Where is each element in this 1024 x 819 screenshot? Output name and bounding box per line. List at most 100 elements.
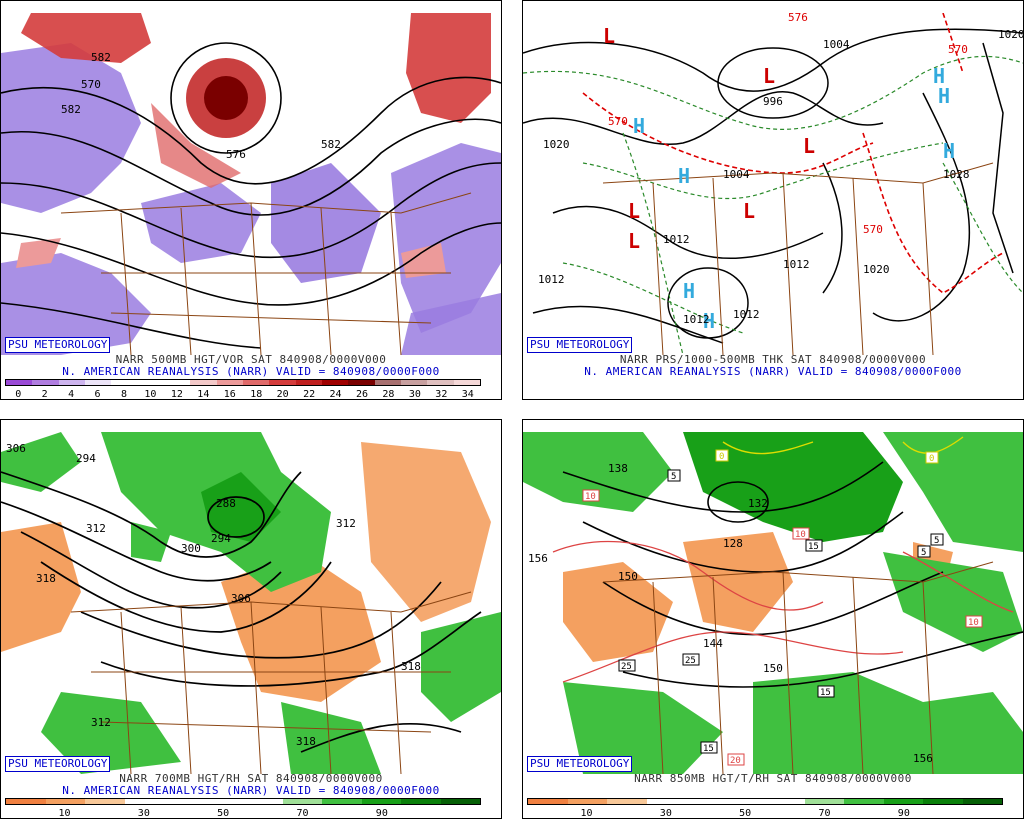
panel-700mb-rh: 306 294 312 318 288 300 294 312 306 318 … xyxy=(0,419,502,819)
contour-label: 156 xyxy=(913,752,933,765)
svg-text:H: H xyxy=(938,84,950,108)
svg-text:L: L xyxy=(743,199,755,223)
colorbar-tick-label: 32 xyxy=(435,389,448,400)
colorbar-swatch xyxy=(361,799,401,804)
colorbar-tick-label: 70 xyxy=(296,808,309,819)
temp-label: 25 xyxy=(685,656,696,666)
isobar-label: 1020 xyxy=(543,138,570,151)
contour-label: 288 xyxy=(216,497,236,510)
colorbar-swatch xyxy=(164,799,204,804)
isobar-label: 1020 xyxy=(998,28,1023,41)
colorbar-tick-label: 90 xyxy=(897,808,910,819)
contour-label: 138 xyxy=(608,462,628,475)
temp-label: 5 xyxy=(671,472,676,482)
colorbar-tick-label: 8 xyxy=(120,389,128,400)
temp-label: 5 xyxy=(921,548,926,558)
contour-label: 312 xyxy=(86,522,106,535)
isobar-label: 1028 xyxy=(943,168,970,181)
contour-label: 156 xyxy=(528,552,548,565)
colorbar-swatch xyxy=(607,799,647,804)
contour-label: 582 xyxy=(321,138,341,151)
colorbar-tick-label: 10 xyxy=(58,808,71,819)
svg-text:H: H xyxy=(683,279,695,303)
colorbar-swatch xyxy=(6,799,46,804)
contour-label: 312 xyxy=(336,517,356,530)
svg-text:H: H xyxy=(633,114,645,138)
colorbar-swatch xyxy=(883,799,923,804)
isobar-label: 1012 xyxy=(733,308,760,321)
colorbar-swatch xyxy=(844,799,884,804)
colorbar-tick-label: 12 xyxy=(170,389,183,400)
colorbar-tick-label: 30 xyxy=(659,808,672,819)
contour-label: 306 xyxy=(6,442,26,455)
thickness-label: 570 xyxy=(948,43,968,56)
colorbar-swatch xyxy=(440,799,480,804)
contour-label: 318 xyxy=(401,660,421,673)
colorbar-swatch xyxy=(203,799,243,804)
temp-label: 15 xyxy=(820,688,831,698)
colorbar-tick-label: 0 xyxy=(15,389,22,400)
svg-text:L: L xyxy=(603,24,615,48)
contour-label: 144 xyxy=(703,637,723,650)
colorbar-tick-label: 90 xyxy=(375,808,388,819)
isobar-label: 996 xyxy=(763,95,783,108)
colorbar-ticks: 10 30 50 70 90 xyxy=(527,808,1003,819)
psu-meteorology-badge: PSU METEOROLOGY xyxy=(5,756,111,772)
colorbar-swatch xyxy=(216,380,243,385)
colorbar-swatch xyxy=(269,380,296,385)
colorbar-swatch xyxy=(243,799,283,804)
contour-label: 582 xyxy=(91,51,111,64)
panel-valid-caption: N. AMERICAN REANALYSIS (NARR) VALID = 84… xyxy=(62,365,440,378)
colorbar-swatch xyxy=(567,799,607,804)
colorbar-swatch xyxy=(282,799,322,804)
colorbar-swatch xyxy=(348,380,375,385)
svg-text:H: H xyxy=(678,164,690,188)
panel-caption: NARR 850MB HGT/T/RH SAT 840908/0000V000 xyxy=(634,772,912,785)
temp-label: 15 xyxy=(703,744,714,754)
colorbar-swatch xyxy=(427,380,454,385)
colorbar-swatch xyxy=(295,380,322,385)
temp-label: 20 xyxy=(730,756,741,766)
thickness-label: 570 xyxy=(863,223,883,236)
contour-label: 294 xyxy=(76,452,96,465)
panel-850mb-temp-rh: 156 138 150 132 128 144 150 156 5 10 0 1… xyxy=(522,419,1024,819)
contour-label: 318 xyxy=(296,735,316,748)
colorbar-tick-label: 2 xyxy=(41,389,48,400)
colorbar-tick-label: 26 xyxy=(355,389,369,400)
svg-text:L: L xyxy=(628,229,640,253)
svg-text:L: L xyxy=(763,64,775,88)
colorbar-swatch xyxy=(401,799,441,804)
panel-caption: NARR 500MB HGT/VOR SAT 840908/0000V000 xyxy=(115,353,387,366)
colorbar-swatch xyxy=(58,380,85,385)
colorbar-tick-label: 20 xyxy=(276,389,289,400)
map-850mb-temp-rh: 156 138 150 132 128 144 150 156 5 10 0 1… xyxy=(523,432,1023,774)
colorbar-swatch xyxy=(85,799,125,804)
colorbar-swatch xyxy=(804,799,844,804)
colorbar-ticks: 0 2 4 6 8 10 12 14 16 18 20 22 24 26 28 30 32 34 xyxy=(5,389,481,400)
panel-caption: NARR PRS/1000-500MB THK SAT 840908/0000V… xyxy=(619,353,927,366)
colorbar-tick-label: 10 xyxy=(144,389,157,400)
temp-label: 10 xyxy=(585,492,596,502)
map-500mb-vorticity: 582 570 582 576 582 xyxy=(1,13,501,355)
colorbar xyxy=(5,379,481,386)
colorbar-swatch xyxy=(190,380,217,385)
isobar-label: 1004 xyxy=(723,168,750,181)
svg-text:L: L xyxy=(803,134,815,158)
contour-label: 570 xyxy=(81,78,101,91)
colorbar-swatch xyxy=(163,380,191,385)
isobar-label: 1004 xyxy=(823,38,850,51)
colorbar-tick-label: 50 xyxy=(739,808,752,819)
colorbar-tick-label: 50 xyxy=(217,808,230,819)
colorbar-swatch xyxy=(646,799,686,804)
colorbar-swatch xyxy=(322,799,362,804)
colorbar-swatch xyxy=(137,380,164,385)
colorbar-swatch xyxy=(765,799,805,804)
contour-label: 294 xyxy=(211,532,231,545)
colorbar-tick-label: 24 xyxy=(329,389,342,400)
colorbar-swatch xyxy=(528,799,568,804)
isobar-label: 1012 xyxy=(663,233,690,246)
colorbar-swatch xyxy=(453,380,480,385)
colorbar-swatch xyxy=(374,380,401,385)
colorbar-tick-label: 6 xyxy=(94,389,101,400)
colorbar-tick-label: 28 xyxy=(382,389,395,400)
